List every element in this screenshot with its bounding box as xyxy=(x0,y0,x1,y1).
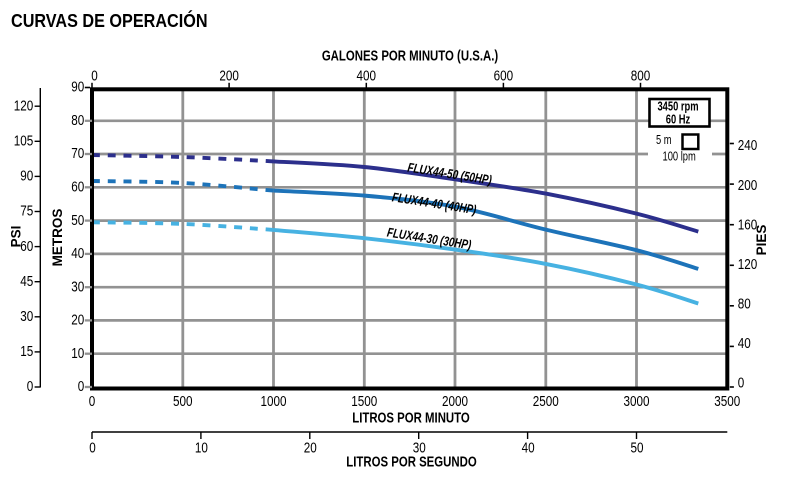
svg-text:30: 30 xyxy=(413,439,426,456)
svg-text:20: 20 xyxy=(71,311,84,328)
svg-text:30: 30 xyxy=(20,308,33,325)
svg-text:40: 40 xyxy=(738,335,751,352)
svg-text:20: 20 xyxy=(304,439,317,456)
svg-text:0: 0 xyxy=(738,374,745,391)
svg-text:105: 105 xyxy=(14,132,34,149)
svg-text:0: 0 xyxy=(89,439,96,456)
svg-text:METROS: METROS xyxy=(50,209,65,267)
svg-text:30: 30 xyxy=(71,278,84,295)
svg-text:PSI: PSI xyxy=(9,226,24,248)
svg-text:100 lpm: 100 lpm xyxy=(663,150,696,164)
svg-text:3500: 3500 xyxy=(714,393,740,410)
svg-text:75: 75 xyxy=(20,202,33,219)
svg-text:120: 120 xyxy=(738,256,758,273)
svg-text:70: 70 xyxy=(71,145,84,162)
svg-text:1000: 1000 xyxy=(260,393,286,410)
svg-text:PIES: PIES xyxy=(754,225,769,256)
svg-text:1500: 1500 xyxy=(351,393,377,410)
svg-text:500: 500 xyxy=(173,393,193,410)
svg-text:200: 200 xyxy=(738,176,758,193)
svg-text:GALONES POR MINUTO (U.S.A.): GALONES POR MINUTO (U.S.A.) xyxy=(322,47,498,64)
svg-text:240: 240 xyxy=(738,137,758,154)
svg-text:10: 10 xyxy=(71,345,84,362)
svg-text:LITROS POR MINUTO: LITROS POR MINUTO xyxy=(352,409,470,426)
svg-text:2500: 2500 xyxy=(533,393,559,410)
svg-text:400: 400 xyxy=(357,67,377,84)
svg-text:60: 60 xyxy=(71,178,84,195)
svg-text:0: 0 xyxy=(27,378,34,395)
svg-text:200: 200 xyxy=(219,67,239,84)
svg-text:60: 60 xyxy=(20,237,33,254)
svg-text:0: 0 xyxy=(78,378,85,395)
svg-text:90: 90 xyxy=(20,167,33,184)
svg-text:600: 600 xyxy=(494,67,514,84)
svg-text:0: 0 xyxy=(89,393,96,410)
svg-text:80: 80 xyxy=(738,295,751,312)
svg-text:2000: 2000 xyxy=(442,393,468,410)
svg-text:60 Hz: 60 Hz xyxy=(666,113,691,127)
svg-text:3000: 3000 xyxy=(623,393,649,410)
svg-text:10: 10 xyxy=(195,439,208,456)
svg-text:50: 50 xyxy=(71,211,84,228)
svg-text:40: 40 xyxy=(522,439,535,456)
svg-text:40: 40 xyxy=(71,245,84,262)
svg-text:LITROS POR SEGUNDO: LITROS POR SEGUNDO xyxy=(346,453,476,470)
svg-text:800: 800 xyxy=(631,67,651,84)
svg-text:0: 0 xyxy=(91,67,98,84)
svg-text:90: 90 xyxy=(71,78,84,95)
svg-text:160: 160 xyxy=(738,216,758,233)
svg-text:50: 50 xyxy=(630,439,643,456)
svg-text:120: 120 xyxy=(14,97,34,114)
svg-text:45: 45 xyxy=(20,273,33,290)
svg-text:5 m: 5 m xyxy=(656,134,672,148)
svg-text:15: 15 xyxy=(20,343,33,360)
svg-text:80: 80 xyxy=(71,112,84,129)
svg-text:3450 rpm: 3450 rpm xyxy=(657,100,698,114)
